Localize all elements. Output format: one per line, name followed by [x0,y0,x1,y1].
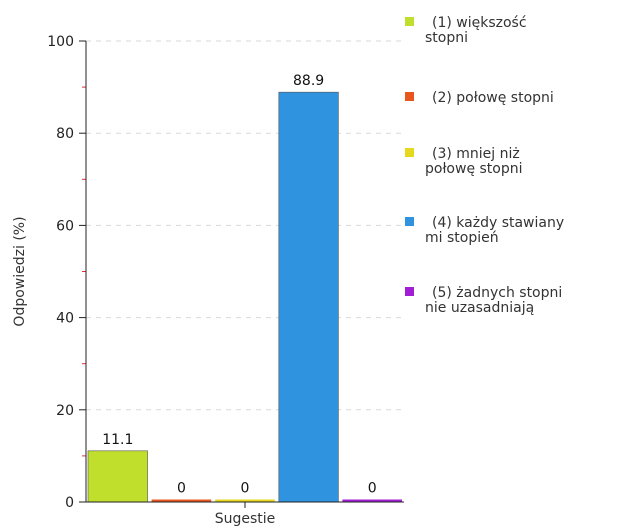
legend-item: (2) połowę stopni [405,90,554,106]
legend-label: (4) każdy stawiany [432,215,564,231]
legend-label: połowę stopni [425,161,523,177]
y-tick-label: 40 [56,311,74,327]
legend-label: nie uzasadniają [425,300,534,316]
bar [278,91,339,503]
y-tick-label: 60 [56,218,74,234]
y-tick-label: 20 [56,403,74,419]
legend-label: (3) mniej niż [432,146,520,162]
legend-swatch [405,17,414,26]
data-label: 88.9 [293,73,324,89]
bar [151,499,212,502]
data-label: 0 [368,481,377,497]
legend-swatch [405,92,414,101]
legend-swatch [405,217,414,226]
legend-label: mi stopień [425,230,499,246]
legend-swatch [405,148,414,157]
data-labels: 11.1 0 0 88.9 0 [102,73,376,496]
bars [87,91,402,503]
y-tick-label: 80 [56,126,74,142]
data-label: 0 [177,481,186,497]
legend-label: stopni [425,30,468,46]
bar [87,450,148,503]
y-axis-label: Odpowiedzi (%) [12,216,28,326]
data-label: 11.1 [102,432,133,448]
legend-label: (1) większość [432,15,527,31]
y-tick-labels: 0 20 40 60 80 100 [47,34,86,511]
gridlines [86,40,404,411]
data-label: 0 [241,481,250,497]
minor-ticks [82,86,86,457]
bar [215,499,275,502]
x-axis-label: Sugestie [215,511,276,526]
y-tick-label: 0 [65,495,74,511]
bar [342,499,402,502]
legend-label: (5) żadnych stopni [432,285,562,301]
legend-label: (2) połowę stopni [432,90,554,106]
y-tick-label: 100 [47,34,74,50]
legend-swatch [405,287,414,296]
